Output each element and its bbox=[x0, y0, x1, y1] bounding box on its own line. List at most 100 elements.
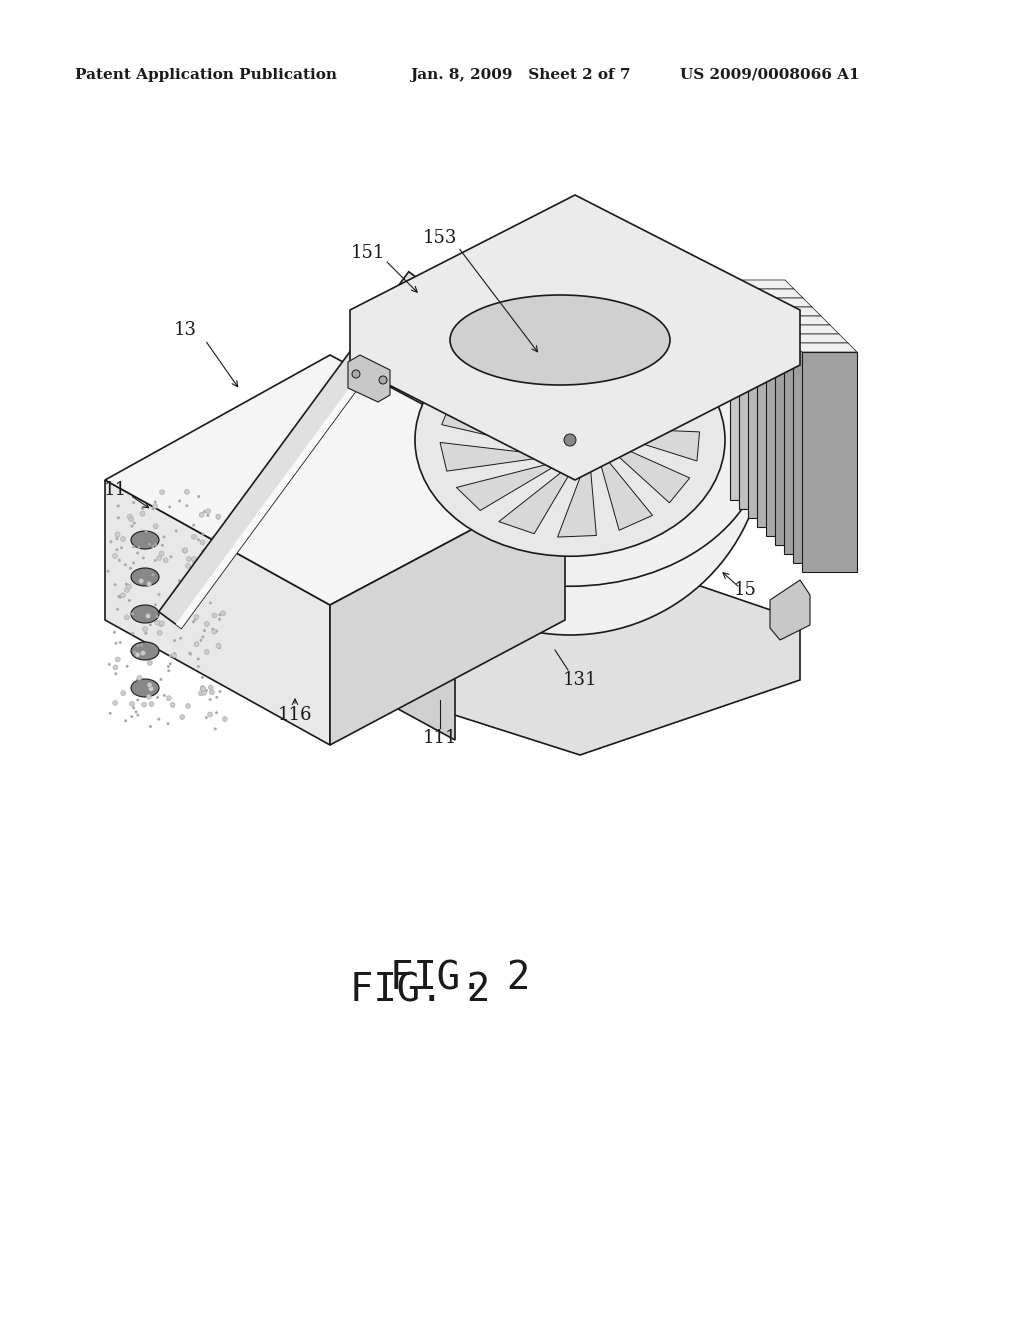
Circle shape bbox=[182, 548, 187, 553]
Circle shape bbox=[214, 573, 217, 576]
Circle shape bbox=[140, 644, 143, 647]
Circle shape bbox=[133, 521, 136, 524]
Ellipse shape bbox=[131, 605, 159, 623]
Circle shape bbox=[137, 546, 140, 549]
Polygon shape bbox=[730, 280, 794, 289]
Circle shape bbox=[169, 663, 172, 665]
Circle shape bbox=[208, 711, 213, 717]
Circle shape bbox=[191, 557, 197, 561]
Text: Jan. 8, 2009   Sheet 2 of 7: Jan. 8, 2009 Sheet 2 of 7 bbox=[410, 69, 631, 82]
Circle shape bbox=[163, 694, 166, 697]
Circle shape bbox=[108, 663, 111, 665]
Polygon shape bbox=[784, 334, 839, 554]
Circle shape bbox=[116, 537, 119, 540]
Circle shape bbox=[173, 652, 176, 655]
Polygon shape bbox=[739, 289, 803, 298]
Polygon shape bbox=[457, 463, 558, 511]
Circle shape bbox=[150, 702, 154, 706]
Circle shape bbox=[167, 665, 170, 668]
Circle shape bbox=[113, 701, 118, 705]
Circle shape bbox=[212, 612, 217, 618]
Circle shape bbox=[147, 543, 151, 545]
Circle shape bbox=[163, 557, 168, 562]
Circle shape bbox=[154, 558, 157, 562]
Circle shape bbox=[136, 644, 139, 647]
Circle shape bbox=[126, 665, 129, 668]
Polygon shape bbox=[499, 466, 574, 533]
Circle shape bbox=[205, 556, 208, 558]
Polygon shape bbox=[739, 289, 794, 510]
Text: FIG. 2: FIG. 2 bbox=[390, 960, 530, 998]
Circle shape bbox=[179, 636, 182, 640]
Circle shape bbox=[167, 669, 170, 672]
Circle shape bbox=[141, 702, 146, 708]
Circle shape bbox=[117, 504, 120, 508]
Polygon shape bbox=[159, 272, 431, 628]
Circle shape bbox=[180, 586, 183, 590]
Text: 116: 116 bbox=[278, 706, 312, 723]
Circle shape bbox=[124, 719, 127, 722]
Circle shape bbox=[148, 686, 154, 692]
Circle shape bbox=[205, 568, 208, 570]
Polygon shape bbox=[176, 284, 431, 628]
Circle shape bbox=[145, 614, 151, 619]
Circle shape bbox=[129, 517, 134, 521]
Circle shape bbox=[191, 620, 195, 623]
Circle shape bbox=[556, 424, 566, 433]
Circle shape bbox=[184, 594, 189, 599]
Circle shape bbox=[564, 434, 575, 446]
Circle shape bbox=[215, 696, 218, 698]
Circle shape bbox=[153, 504, 158, 508]
Circle shape bbox=[194, 618, 197, 622]
Circle shape bbox=[199, 512, 204, 517]
Ellipse shape bbox=[415, 323, 725, 556]
Polygon shape bbox=[466, 362, 538, 434]
Polygon shape bbox=[770, 579, 810, 640]
Circle shape bbox=[209, 602, 212, 605]
Circle shape bbox=[139, 578, 143, 583]
Circle shape bbox=[116, 657, 120, 661]
Circle shape bbox=[136, 677, 139, 681]
Circle shape bbox=[185, 704, 190, 709]
Circle shape bbox=[134, 710, 137, 714]
Circle shape bbox=[118, 595, 121, 598]
Circle shape bbox=[202, 635, 205, 639]
Circle shape bbox=[113, 553, 118, 558]
Circle shape bbox=[135, 652, 140, 657]
Circle shape bbox=[159, 622, 164, 627]
Circle shape bbox=[125, 587, 129, 593]
Circle shape bbox=[186, 557, 191, 561]
Circle shape bbox=[156, 615, 159, 618]
Circle shape bbox=[167, 722, 170, 725]
Circle shape bbox=[207, 513, 210, 517]
Circle shape bbox=[160, 620, 165, 626]
Circle shape bbox=[160, 490, 165, 495]
Circle shape bbox=[178, 499, 181, 503]
Text: FIG. 2: FIG. 2 bbox=[350, 972, 490, 1008]
Polygon shape bbox=[748, 298, 812, 308]
Polygon shape bbox=[558, 343, 613, 416]
Circle shape bbox=[200, 540, 205, 545]
Ellipse shape bbox=[532, 412, 608, 469]
Polygon shape bbox=[757, 308, 821, 315]
Circle shape bbox=[204, 649, 209, 655]
Circle shape bbox=[195, 642, 199, 647]
Circle shape bbox=[142, 627, 147, 631]
Circle shape bbox=[110, 540, 113, 544]
Circle shape bbox=[116, 607, 119, 611]
Circle shape bbox=[114, 583, 117, 586]
Ellipse shape bbox=[375, 294, 765, 586]
Circle shape bbox=[184, 490, 189, 494]
Circle shape bbox=[222, 717, 227, 722]
Circle shape bbox=[131, 632, 134, 635]
Circle shape bbox=[154, 500, 157, 503]
Ellipse shape bbox=[131, 642, 159, 660]
Circle shape bbox=[152, 507, 155, 511]
Circle shape bbox=[132, 561, 135, 565]
Circle shape bbox=[169, 556, 172, 558]
Circle shape bbox=[158, 630, 162, 635]
Polygon shape bbox=[766, 315, 830, 325]
Circle shape bbox=[109, 711, 112, 715]
Circle shape bbox=[154, 544, 157, 546]
Circle shape bbox=[206, 552, 209, 554]
